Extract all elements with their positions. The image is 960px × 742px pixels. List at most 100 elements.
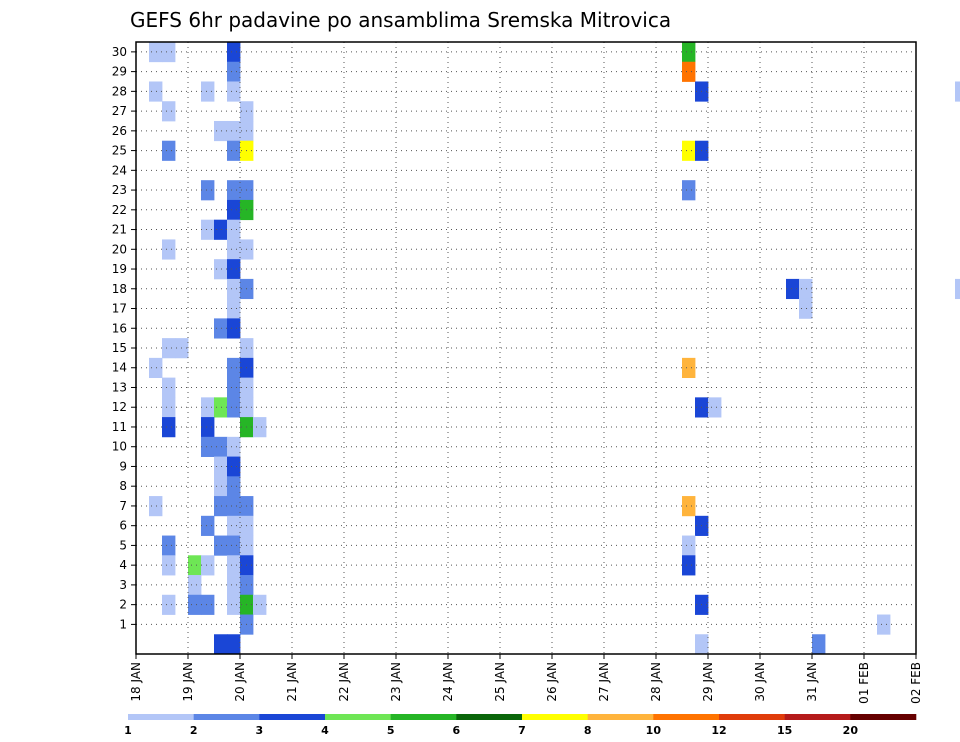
y-tick-label: 29 xyxy=(112,65,127,79)
x-tick-label: 02 FEB xyxy=(909,662,923,704)
x-tick-label: 24 JAN xyxy=(441,662,455,702)
y-tick-label: 24 xyxy=(112,163,127,177)
y-tick-label: 18 xyxy=(112,282,127,296)
colorbar-swatch xyxy=(325,714,391,720)
x-tick-label: 27 JAN xyxy=(597,662,611,702)
y-tick-label: 28 xyxy=(112,84,127,98)
heatmap-cell xyxy=(162,140,176,161)
colorbar-label: 8 xyxy=(584,724,592,737)
y-tick-label: 2 xyxy=(119,598,127,612)
heatmap-cell xyxy=(227,436,241,457)
heatmap-cell xyxy=(214,634,228,655)
x-tick-label: 25 JAN xyxy=(493,662,507,702)
heatmap-cell xyxy=(708,397,722,418)
x-tick-label: 28 JAN xyxy=(649,662,663,702)
heatmap-cell xyxy=(227,634,241,655)
heatmap-cell xyxy=(214,476,228,497)
colorbar-label: 12 xyxy=(711,724,726,737)
x-tick-label: 23 JAN xyxy=(389,662,403,702)
heatmap-cell xyxy=(227,535,241,556)
heatmap-cell xyxy=(214,535,228,556)
heatmap-cell xyxy=(162,417,176,438)
heatmap-cell xyxy=(162,42,176,63)
heatmap-cell xyxy=(227,219,241,240)
heatmap-cell xyxy=(227,199,241,221)
heatmap-cell xyxy=(682,180,696,201)
y-tick-label: 11 xyxy=(112,420,127,434)
heatmap-cell xyxy=(149,496,163,517)
y-tick-label: 30 xyxy=(112,45,127,59)
heatmap-cell xyxy=(214,436,228,457)
heatmap-cell xyxy=(682,496,696,517)
y-tick-label: 3 xyxy=(119,578,127,592)
y-tick-label: 14 xyxy=(112,361,127,375)
y-tick-label: 15 xyxy=(112,341,127,355)
x-tick-label: 19 JAN xyxy=(181,662,195,702)
colorbar-legend: 1 2 3 4 5 6 7 8 10 12 15 20 xyxy=(124,714,917,737)
y-tick-label: 20 xyxy=(112,242,127,256)
heatmap-cell xyxy=(149,357,163,379)
y-tick-label: 21 xyxy=(112,223,127,237)
y-tick-label: 26 xyxy=(112,124,127,138)
heatmap-cell xyxy=(227,594,241,615)
heatmap-cell xyxy=(214,496,228,517)
heatmap-cell xyxy=(201,180,215,201)
x-tick-label: 20 JAN xyxy=(233,662,247,702)
heatmap-cell xyxy=(227,81,241,102)
heatmap-cell xyxy=(682,357,696,379)
heatmap-cell xyxy=(253,594,267,615)
y-tick-label: 1 xyxy=(119,617,127,631)
heatmap-cell xyxy=(227,357,241,379)
y-tick-label: 19 xyxy=(112,262,127,276)
heatmap-cell xyxy=(682,535,696,556)
heatmap-cell xyxy=(188,555,202,576)
heatmap-cell xyxy=(682,140,696,161)
colorbar-swatch xyxy=(522,714,588,720)
y-axis-ticks: 1234567891011121314151617181920212223242… xyxy=(112,45,136,631)
colorbar-label: 6 xyxy=(453,724,461,737)
heatmap-cell xyxy=(227,239,241,260)
colorbar-label: 20 xyxy=(843,724,859,737)
heatmap-cell xyxy=(682,42,696,63)
colorbar-label: 1 xyxy=(124,724,132,737)
heatmap-cell xyxy=(227,397,241,418)
heatmap-cell xyxy=(214,259,228,280)
heatmap-cell xyxy=(227,476,241,497)
heatmap-cell xyxy=(201,397,215,418)
colorbar-swatch xyxy=(719,714,785,720)
heatmap-cell xyxy=(162,555,176,576)
x-tick-label: 22 JAN xyxy=(337,662,351,702)
heatmap-cell xyxy=(227,575,241,596)
heatmap-cell xyxy=(227,318,241,339)
heatmap-cell xyxy=(227,42,241,63)
heatmap-cells xyxy=(149,42,960,655)
heatmap-cell xyxy=(227,61,241,82)
y-tick-label: 27 xyxy=(112,104,127,118)
heatmap-cell xyxy=(227,298,241,319)
colorbar-swatch xyxy=(259,714,326,720)
heatmap-cell xyxy=(253,417,267,438)
heatmap-cell xyxy=(786,278,800,300)
colorbar-label: 7 xyxy=(518,724,526,737)
heatmap-cell xyxy=(201,555,215,576)
y-tick-label: 9 xyxy=(119,459,127,473)
x-tick-label: 29 JAN xyxy=(701,662,715,702)
heatmap-cell xyxy=(799,278,813,300)
heatmap-cell xyxy=(227,377,241,398)
heatmap-cell xyxy=(227,278,241,300)
heatmap-cell xyxy=(682,61,696,82)
x-tick-label: 30 JAN xyxy=(753,662,767,702)
heatmap-cell xyxy=(227,180,241,201)
heatmap-cell xyxy=(227,555,241,576)
heatmap-cell xyxy=(955,81,960,102)
y-tick-label: 5 xyxy=(119,538,127,552)
heatmap-cell xyxy=(214,318,228,339)
heatmap-cell xyxy=(695,634,709,655)
y-tick-label: 12 xyxy=(112,400,127,414)
y-tick-label: 25 xyxy=(112,144,127,158)
colorbar-label: 4 xyxy=(321,724,329,737)
heatmap-cell xyxy=(812,634,826,655)
heatmap-cell xyxy=(682,555,696,576)
heatmap-cell xyxy=(227,515,241,536)
